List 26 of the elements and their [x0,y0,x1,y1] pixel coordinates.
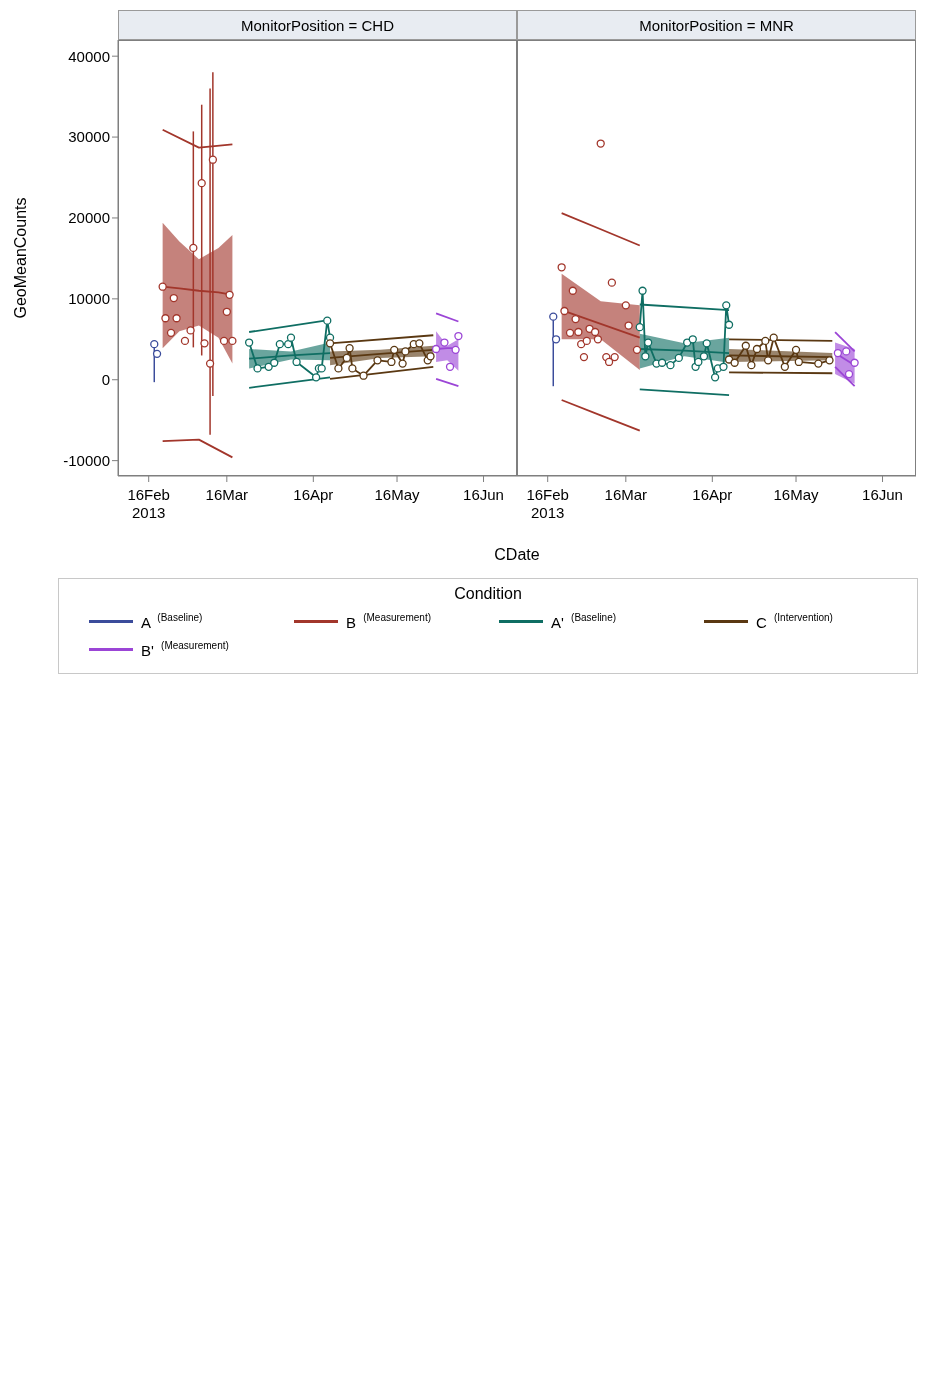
y-tick-label: 10000 [68,290,110,308]
y-tick-label: 0 [101,371,110,389]
legend-label: C $^{(Intervention)}$ [756,611,833,631]
legend-label: A $^{(Baseline)}$ [141,611,203,631]
x-tick-label: 16Jun [463,486,504,503]
y-tick-label: 30000 [68,128,110,146]
x-tick-label: 16Mar [604,486,648,503]
legend-label: B' $^{(Measurement)}$ [141,639,229,659]
x-tick-label: 16Feb 2013 [526,486,569,521]
x-tick-label: 16Jun [862,486,903,503]
y-tick-label: 20000 [68,209,110,227]
x-tick-label: 16Feb 2013 [127,486,170,521]
chart-title: MonitorPosition = CHD [118,10,517,40]
x-axis-title: CDate [493,546,541,564]
y-tick-label: 40000 [68,47,110,65]
legend-title: Condition [453,585,523,603]
y-axis-title: GeoMeanCounts [11,197,29,319]
legend-label: B $^{(Measurement)}$ [346,611,431,631]
x-tick-label: 16May [374,486,421,503]
legend-label: A' $^{(Baseline)}$ [551,611,617,631]
y-tick-label: -10000 [63,451,110,469]
x-tick-label: 16May [773,486,820,503]
x-tick-label: 16Apr [293,486,334,503]
x-tick-label: 16Apr [692,486,733,503]
x-tick-label: 16Mar [205,486,249,503]
chart-title: MonitorPosition = MNR [517,10,916,40]
